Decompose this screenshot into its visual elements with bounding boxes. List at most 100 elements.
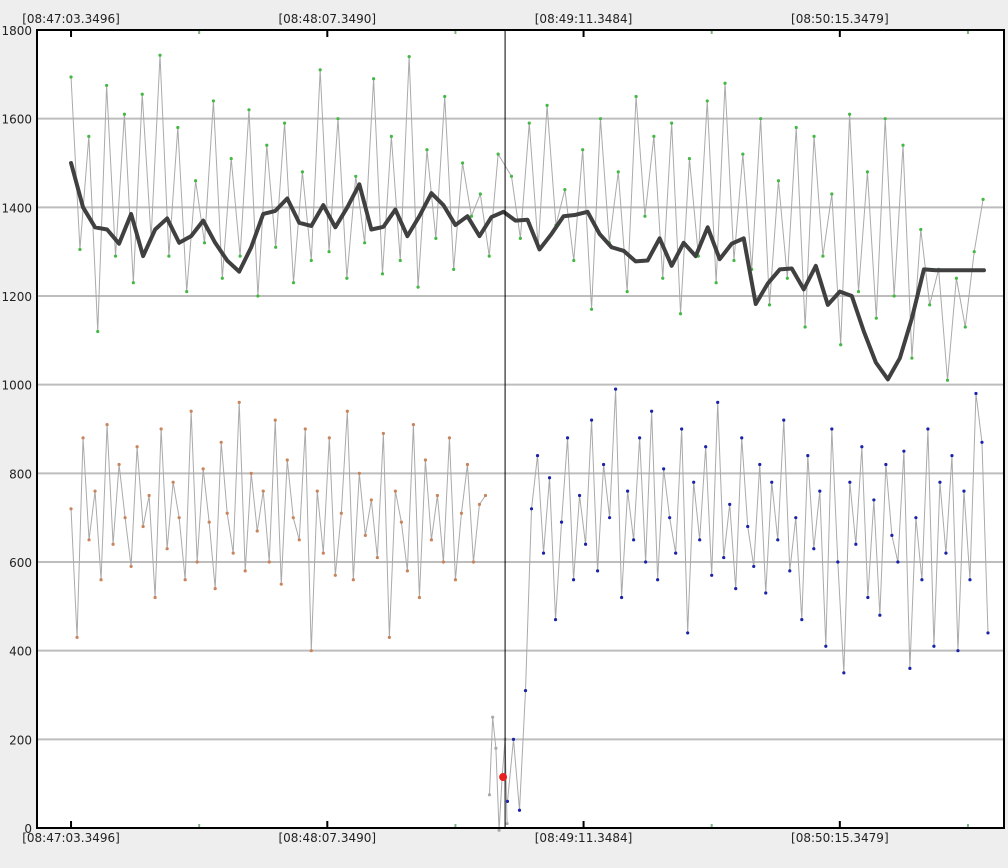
data-point-blue [932, 644, 936, 648]
data-point-blue [692, 480, 696, 484]
data-point-blue [752, 564, 756, 569]
data-point-green [821, 254, 825, 258]
x-tick-label-top: [08:50:15.3479] [791, 12, 889, 26]
data-point-green [865, 170, 870, 174]
data-point-blue [529, 507, 534, 511]
y-tick-label: 1400 [1, 201, 32, 215]
data-point-green [509, 174, 514, 178]
data-point-blue [668, 516, 672, 520]
data-point-green [563, 188, 567, 192]
data-point-orange [351, 578, 355, 582]
data-point-green [380, 272, 385, 276]
data-point-blue [565, 436, 570, 440]
data-point-green [291, 281, 296, 285]
data-point-green [122, 112, 127, 116]
data-point-green [776, 179, 781, 183]
data-point-green [487, 254, 491, 258]
data-point-blue [583, 542, 588, 546]
data-point-orange [471, 560, 476, 564]
data-point-orange [159, 427, 163, 431]
selected-point-marker[interactable] [499, 773, 508, 782]
data-point-orange [321, 551, 325, 555]
data-point-green [830, 192, 834, 196]
data-point-orange [87, 538, 91, 542]
plot-frame [36, 29, 1005, 829]
data-point-green [496, 152, 500, 156]
data-point-green [848, 112, 852, 116]
data-point-orange [105, 422, 109, 427]
data-point-blue [986, 631, 990, 635]
data-point-blue [686, 631, 690, 635]
data-point-blue [620, 595, 624, 600]
data-point-orange [219, 440, 223, 444]
data-point-blue [698, 538, 702, 542]
data-point-blue [956, 649, 960, 653]
data-point-blue [788, 569, 792, 573]
plot-area[interactable] [37, 30, 1004, 828]
data-point-green [972, 250, 976, 254]
data-point-orange [147, 493, 151, 498]
data-point-orange [345, 409, 349, 413]
data-point-green [616, 170, 620, 174]
data-point-orange [189, 409, 193, 413]
data-point-orange [123, 516, 127, 520]
data-point-blue [914, 516, 918, 520]
y-tick-label: 0 [24, 822, 32, 836]
data-point-green [759, 117, 763, 121]
data-point-blue [740, 436, 744, 440]
data-point-blue [523, 688, 528, 693]
data-point-orange [225, 511, 229, 515]
data-point-blue [577, 493, 582, 498]
data-point-green [874, 316, 878, 320]
data-point-green [527, 121, 531, 125]
x-tick-label-top: [08:49:11.3484] [535, 12, 633, 26]
data-point-green [892, 294, 896, 298]
data-point-orange [339, 511, 343, 515]
data-point-blue [734, 587, 738, 591]
data-point-blue [589, 418, 594, 422]
x-tick-label-bottom: [08:50:15.3479] [791, 831, 889, 845]
data-point-blue [818, 489, 822, 493]
data-point-green [767, 303, 772, 307]
data-point-blue [613, 387, 618, 391]
data-point-orange [99, 578, 103, 582]
data-point-blue [860, 445, 864, 449]
data-point-green [661, 276, 665, 280]
data-point-blue [872, 498, 876, 502]
data-point-green [670, 121, 674, 125]
data-point-blue [812, 547, 816, 551]
data-point-blue [926, 427, 930, 431]
data-point-blue [595, 569, 600, 573]
data-point-green [105, 83, 109, 88]
data-point-dip [494, 746, 498, 750]
data-point-green [345, 276, 349, 280]
data-point-green [625, 289, 629, 294]
data-point-blue [944, 551, 948, 555]
data-point-orange [129, 564, 133, 569]
data-point-green [652, 134, 656, 138]
data-point-green [598, 117, 603, 121]
data-point-orange [387, 635, 391, 639]
data-point-green [794, 125, 798, 130]
data-point-green [282, 121, 287, 125]
data-point-green [687, 156, 692, 161]
data-point-green [425, 148, 429, 152]
data-point-orange [249, 471, 253, 475]
data-point-green [131, 281, 135, 285]
data-point-green [327, 250, 331, 254]
smoothed-line [69, 161, 986, 382]
data-point-blue [547, 476, 552, 480]
data-point-blue [980, 440, 984, 444]
data-point-orange [315, 489, 319, 493]
y-tick-label: 600 [9, 556, 32, 570]
data-point-green [478, 192, 482, 196]
y-tick-label: 1800 [1, 24, 32, 38]
data-point-blue [559, 520, 564, 524]
data-point-blue [722, 555, 726, 560]
data-point-blue [601, 462, 606, 467]
data-point-orange [465, 462, 470, 467]
data-point-green [416, 285, 420, 289]
data-point-orange [459, 511, 464, 515]
data-point-green [785, 276, 789, 280]
